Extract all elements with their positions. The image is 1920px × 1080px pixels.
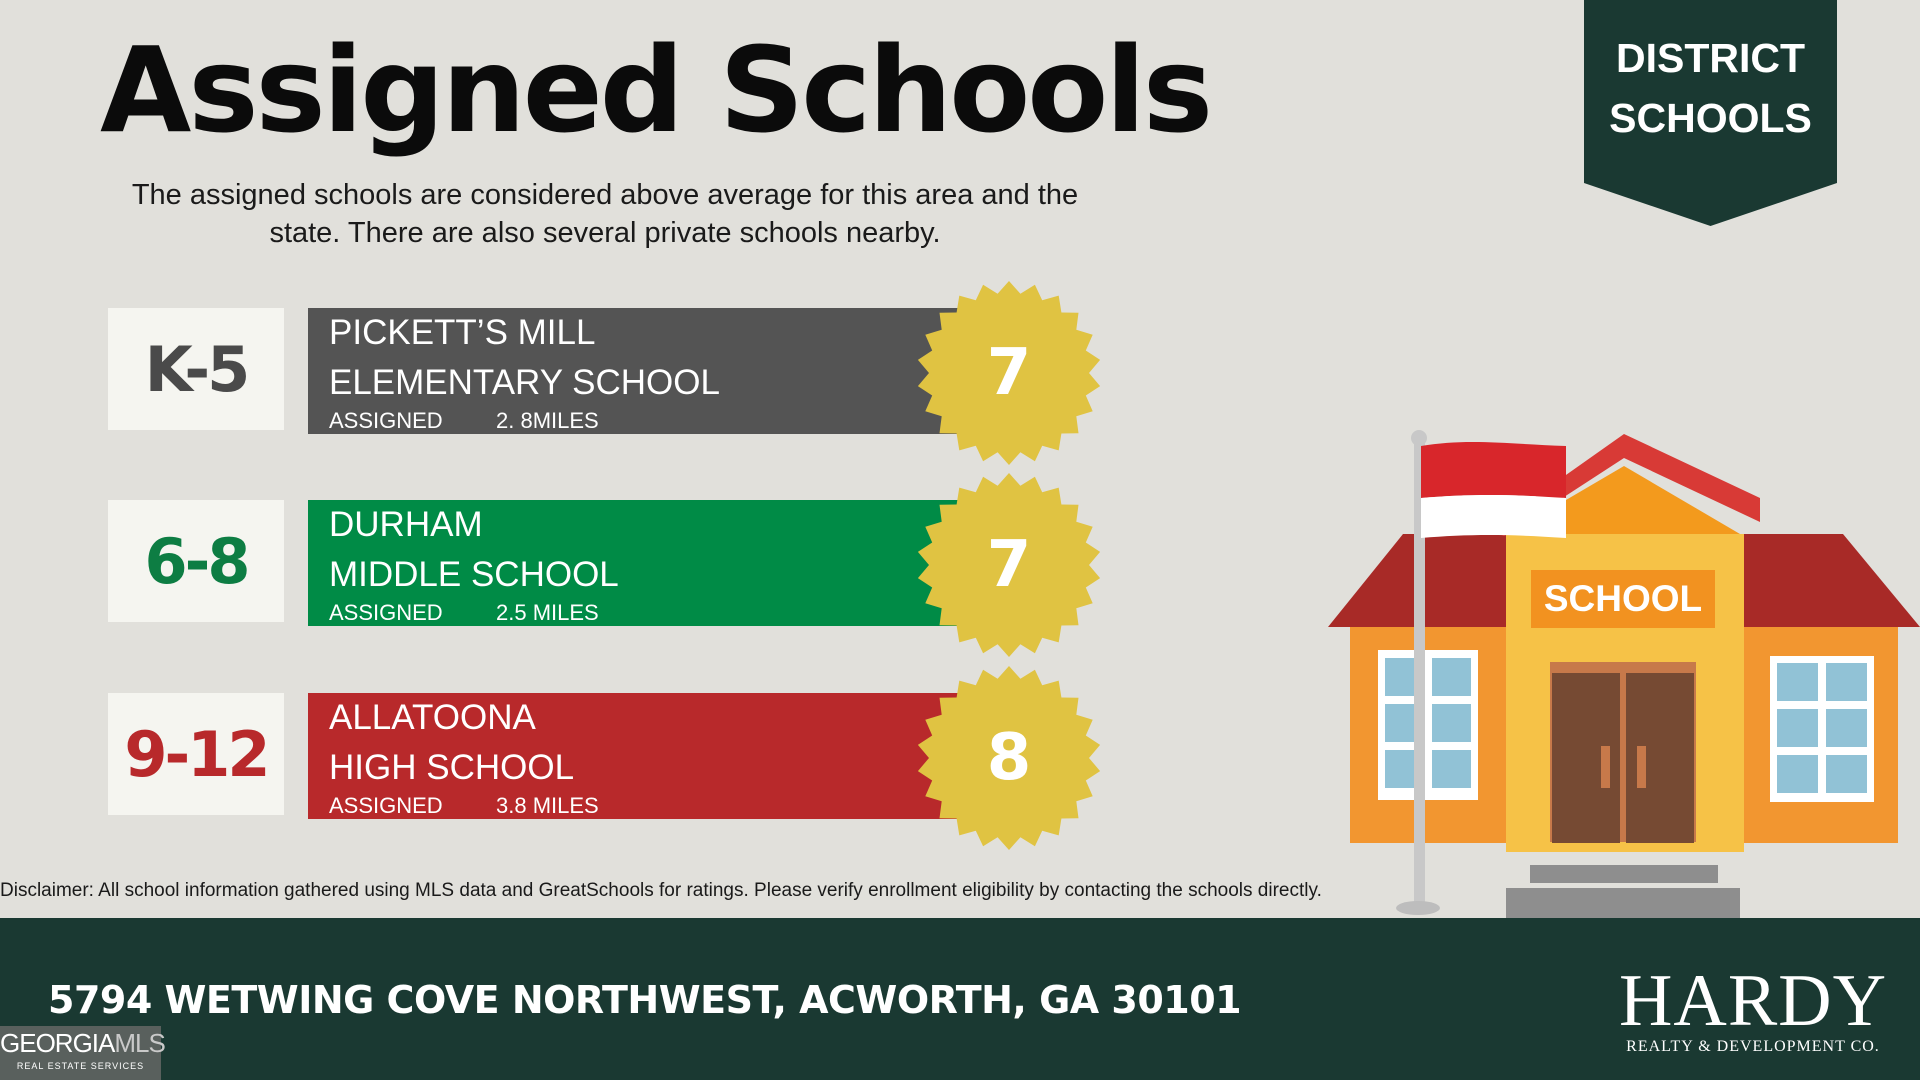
rating-seal-icon bbox=[917, 473, 1101, 657]
disclaimer-text: Disclaimer: All school information gathe… bbox=[0, 880, 1322, 901]
school-distance: 2. 8MILES bbox=[496, 408, 599, 433]
brand-tagline: REALTY & DEVELOPMENT CO. bbox=[1626, 1038, 1880, 1055]
assignment-status: ASSIGNED bbox=[329, 600, 443, 625]
school-sign-label: SCHOOL bbox=[1544, 578, 1702, 619]
school-distance: 2.5 MILES bbox=[496, 600, 599, 625]
school-name-line-2: MIDDLE SCHOOL bbox=[329, 555, 619, 594]
window-right bbox=[1770, 656, 1874, 802]
school-building-icon: SCHOOL bbox=[1328, 430, 1920, 918]
school-row-middle: 6-8 DURHAM MIDDLE SCHOOL ASSIGNED 2.5 MI… bbox=[0, 472, 1120, 662]
window-left bbox=[1378, 650, 1478, 800]
step-bottom bbox=[1506, 888, 1740, 918]
school-row-elementary: K-5 PICKETT’S MILL ELEMENTARY SCHOOL ASS… bbox=[0, 280, 1120, 470]
brand-name: HARDY bbox=[1618, 960, 1888, 1042]
flag-pole bbox=[1414, 434, 1425, 914]
school-name-line-2: HIGH SCHOOL bbox=[329, 748, 575, 787]
school-sign bbox=[1531, 570, 1715, 628]
rating-seal: 7 bbox=[916, 472, 1102, 658]
school-bar: ALLATOONA HIGH SCHOOL ASSIGNED 3.8 MILES bbox=[308, 693, 968, 819]
page-subtitle: The assigned schools are considered abov… bbox=[131, 179, 1079, 249]
rating-value: 7 bbox=[986, 528, 1032, 602]
school-distance: 3.8 MILES bbox=[496, 793, 599, 818]
school-name-line-1: ALLATOONA bbox=[329, 698, 536, 737]
flag-red bbox=[1421, 441, 1566, 498]
grade-range: 6-8 bbox=[108, 500, 284, 622]
footer-bar: 5794 WETWING COVE NORTHWEST, ACWORTH, GA… bbox=[0, 918, 1920, 1080]
rating-value: 8 bbox=[986, 721, 1032, 795]
page-title: Assigned Schools bbox=[100, 21, 1213, 159]
assignment-status: ASSIGNED bbox=[329, 408, 443, 433]
hardy-logo: HARDY REALTY & DEVELOPMENT CO. bbox=[1608, 960, 1898, 1056]
rating-seal: 8 bbox=[916, 665, 1102, 851]
grade-range: 9-12 bbox=[108, 693, 284, 815]
door-right bbox=[1626, 673, 1694, 843]
mls-logo-main: GEORGIA bbox=[0, 1028, 115, 1058]
rating-seal-icon bbox=[917, 281, 1101, 465]
grade-range: K-5 bbox=[108, 308, 284, 430]
badge-line-2: SCHOOLS bbox=[1609, 95, 1812, 141]
rating-seal-icon bbox=[917, 666, 1101, 850]
property-address: 5794 WETWING COVE NORTHWEST, ACWORTH, GA… bbox=[48, 978, 1242, 1022]
school-name-line-1: PICKETT’S MILL bbox=[329, 313, 596, 352]
school-bar: PICKETT’S MILL ELEMENTARY SCHOOL ASSIGNE… bbox=[308, 308, 968, 434]
school-bar: DURHAM MIDDLE SCHOOL ASSIGNED 2.5 MILES bbox=[308, 500, 968, 626]
badge-line-1: DISTRICT bbox=[1615, 35, 1806, 81]
rating-value: 7 bbox=[986, 336, 1032, 410]
district-schools-badge: DISTRICT SCHOOLS bbox=[1584, 0, 1837, 226]
mls-logo-sub: REAL ESTATE SERVICES bbox=[16, 1061, 145, 1071]
flag-white bbox=[1421, 495, 1566, 538]
assignment-status: ASSIGNED bbox=[329, 793, 443, 818]
school-row-high: 9-12 ALLATOONA HIGH SCHOOL ASSIGNED 3.8 … bbox=[0, 665, 1120, 855]
mls-logo-accent: MLS bbox=[114, 1028, 165, 1058]
georgia-mls-logo: GEORGIAMLS REAL ESTATE SERVICES bbox=[0, 1026, 166, 1080]
right-roof bbox=[1738, 534, 1920, 627]
step-top bbox=[1530, 865, 1718, 883]
school-name-line-1: DURHAM bbox=[329, 505, 483, 544]
school-name-line-2: ELEMENTARY SCHOOL bbox=[329, 363, 720, 402]
rating-seal: 7 bbox=[916, 280, 1102, 466]
